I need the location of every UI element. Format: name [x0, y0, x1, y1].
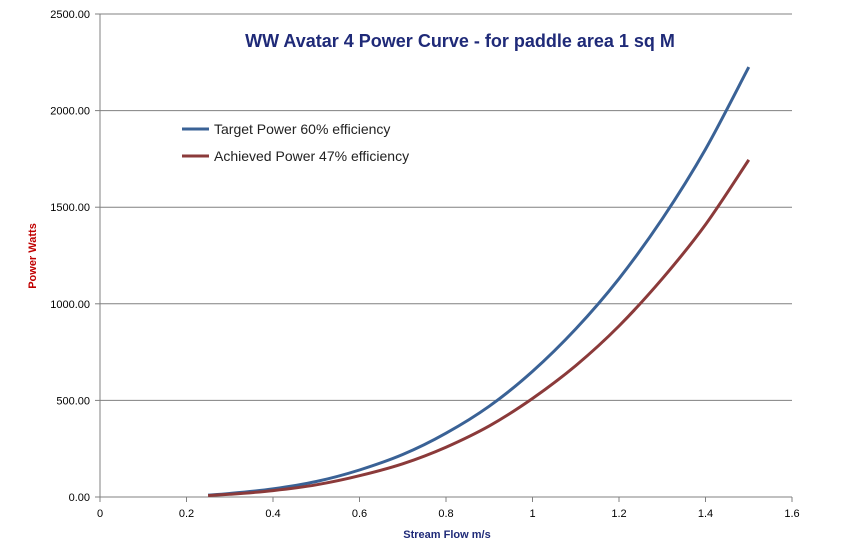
y-tick-label: 2500.00 — [50, 9, 90, 21]
legend-label-achieved: Achieved Power 47% efficiency — [214, 148, 409, 164]
x-tick-label: 1.6 — [784, 508, 799, 520]
x-tick-label: 1 — [529, 508, 535, 520]
x-tick-labels: 0 0.2 0.4 0.6 0.8 1 1.2 1.4 1.6 — [97, 497, 800, 520]
chart-title: WW Avatar 4 Power Curve - for paddle are… — [245, 31, 675, 51]
x-tick-label: 0.8 — [438, 508, 453, 520]
x-tick-label: 0.2 — [179, 508, 194, 520]
x-tick-label: 1.2 — [611, 508, 626, 520]
y-tick-label: 0.00 — [69, 492, 90, 504]
y-tick-label: 1000.00 — [50, 299, 90, 311]
x-tick-label: 0.6 — [352, 508, 367, 520]
gridlines — [100, 13, 792, 401]
x-tick-label: 0 — [97, 508, 103, 520]
x-tick-label: 0.4 — [265, 508, 280, 520]
legend-label-target: Target Power 60% efficiency — [214, 121, 390, 137]
x-tick-label: 1.4 — [698, 508, 713, 520]
x-axis-title: Stream Flow m/s — [403, 529, 490, 541]
series-line-1 — [208, 159, 751, 497]
y-axis-title: Power Watts — [27, 223, 39, 289]
series-line-0 — [207, 66, 751, 497]
series-lines — [207, 66, 751, 497]
y-tick-label: 500.00 — [56, 395, 90, 407]
y-tick-label: 2000.00 — [50, 106, 90, 118]
y-tick-label: 1500.00 — [50, 202, 90, 214]
legend: Target Power 60% efficiency Achieved Pow… — [182, 121, 409, 164]
y-tick-labels: 0.00 500.00 1000.00 1500.00 2000.00 2500.00 — [50, 9, 100, 504]
